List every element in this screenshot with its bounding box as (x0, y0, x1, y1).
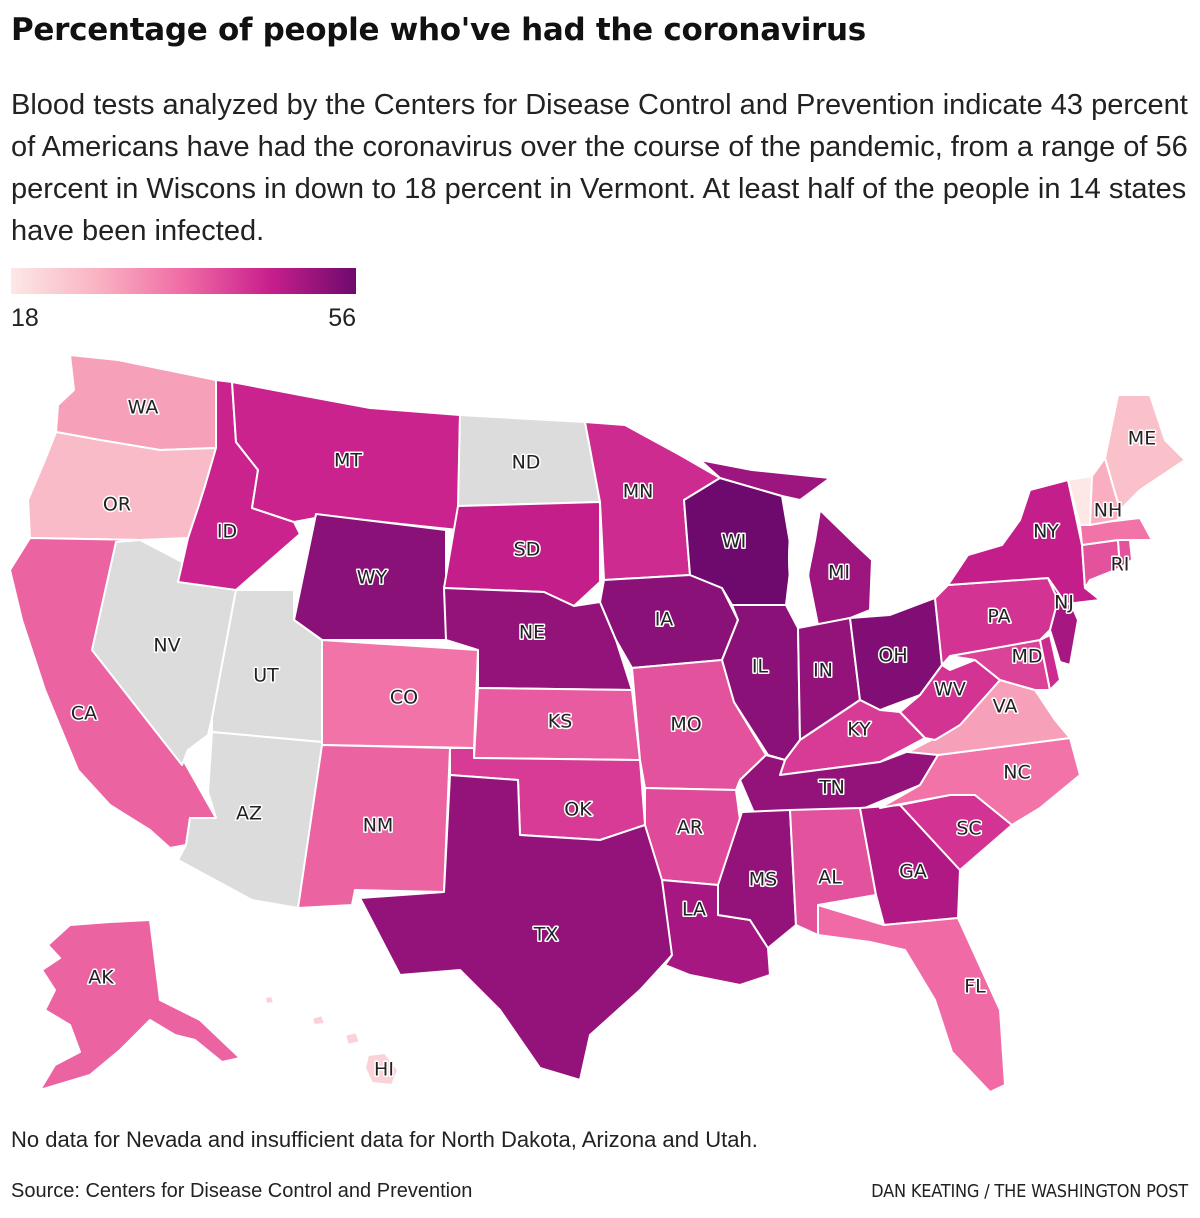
state-label-hi: HI (374, 1059, 394, 1081)
state-label-ia: IA (655, 609, 674, 631)
state-fl[interactable] (817, 904, 1006, 1093)
state-label-ny: NY (1033, 521, 1059, 543)
state-label-nj: NJ (1054, 592, 1074, 614)
map-svg: WA OR CA NV ID MT WY UT AZ CO NM ND SD NE KS OK TX MN IA MO… (9, 354, 1186, 1093)
state-label-wa: WA (128, 397, 159, 419)
state-label-la: LA (682, 899, 706, 921)
state-de[interactable] (1039, 634, 1061, 691)
state-label-ar: AR (677, 817, 703, 839)
state-nc[interactable] (879, 737, 1081, 826)
state-ma[interactable] (1079, 517, 1153, 546)
state-label-nd: ND (512, 452, 541, 474)
state-label-ne: NE (519, 622, 545, 644)
state-label-in: IN (813, 660, 833, 682)
state-label-ri: RI (1111, 554, 1130, 576)
state-label-wy: WY (357, 567, 388, 589)
state-label-al: AL (818, 867, 842, 889)
state-or[interactable] (27, 431, 217, 541)
state-ak[interactable] (39, 919, 241, 1091)
state-ny[interactable] (947, 479, 1101, 605)
chart-description: Blood tests analyzed by the Centers for … (11, 89, 1188, 247)
state-label-fl: FL (964, 976, 986, 998)
state-label-nv: NV (153, 635, 180, 657)
state-label-ok: OK (564, 799, 592, 821)
state-label-sc: SC (956, 818, 981, 840)
credit-line: DAN KEATING / THE WASHINGTON POST (871, 1181, 1188, 1202)
state-label-md: MD (1011, 646, 1042, 668)
state-wy[interactable] (293, 513, 447, 641)
state-label-mi: MI (828, 562, 850, 584)
state-label-id: ID (217, 521, 237, 543)
state-label-mn: MN (623, 481, 654, 503)
state-label-mt: MT (334, 450, 362, 472)
state-label-pa: PA (987, 606, 1010, 628)
state-label-ut: UT (253, 665, 279, 687)
us-choropleth-map: WA OR CA NV ID MT WY UT AZ CO NM ND SD NE KS OK TX MN IA MO… (0, 340, 1200, 1100)
state-label-ca: CA (71, 703, 97, 725)
state-ne[interactable] (443, 587, 633, 691)
state-label-wv: WV (934, 679, 966, 701)
state-label-ks: KS (548, 711, 573, 733)
state-label-az: AZ (236, 803, 262, 825)
state-label-oh: OH (878, 645, 907, 667)
state-tx[interactable] (359, 774, 673, 1081)
state-label-me: ME (1128, 428, 1156, 450)
state-label-or: OR (103, 494, 131, 516)
state-wv[interactable] (899, 659, 1001, 741)
state-nh[interactable] (1089, 457, 1121, 526)
legend-max-label: 56 (328, 304, 356, 332)
state-label-va: VA (993, 696, 1018, 718)
source-line: Source: Centers for Disease Control and … (11, 1180, 473, 1202)
state-me[interactable] (1104, 394, 1186, 511)
data-note: No data for Nevada and insufficient data… (11, 1127, 758, 1152)
state-label-ak: AK (88, 967, 114, 989)
state-label-ga: GA (899, 861, 927, 883)
state-label-sd: SD (514, 539, 541, 561)
state-label-nh: NH (1094, 500, 1123, 522)
state-hi[interactable] (264, 995, 399, 1086)
state-label-nc: NC (1003, 762, 1030, 784)
chart-title: Percentage of people who've had the coro… (11, 12, 866, 48)
lake-michigan (788, 508, 810, 608)
state-label-wi: WI (722, 531, 746, 553)
legend-gradient-bar (11, 268, 356, 294)
state-label-tn: TN (818, 777, 845, 799)
state-label-il: IL (752, 656, 769, 678)
state-label-co: CO (390, 687, 418, 709)
state-label-ms: MS (749, 869, 777, 891)
state-label-nm: NM (363, 815, 394, 837)
state-mi[interactable] (699, 459, 873, 626)
state-label-ky: KY (847, 719, 871, 741)
color-legend: 18 56 (11, 268, 356, 332)
state-label-tx: TX (533, 924, 559, 946)
state-label-mo: MO (670, 714, 701, 736)
legend-min-label: 18 (11, 304, 39, 332)
